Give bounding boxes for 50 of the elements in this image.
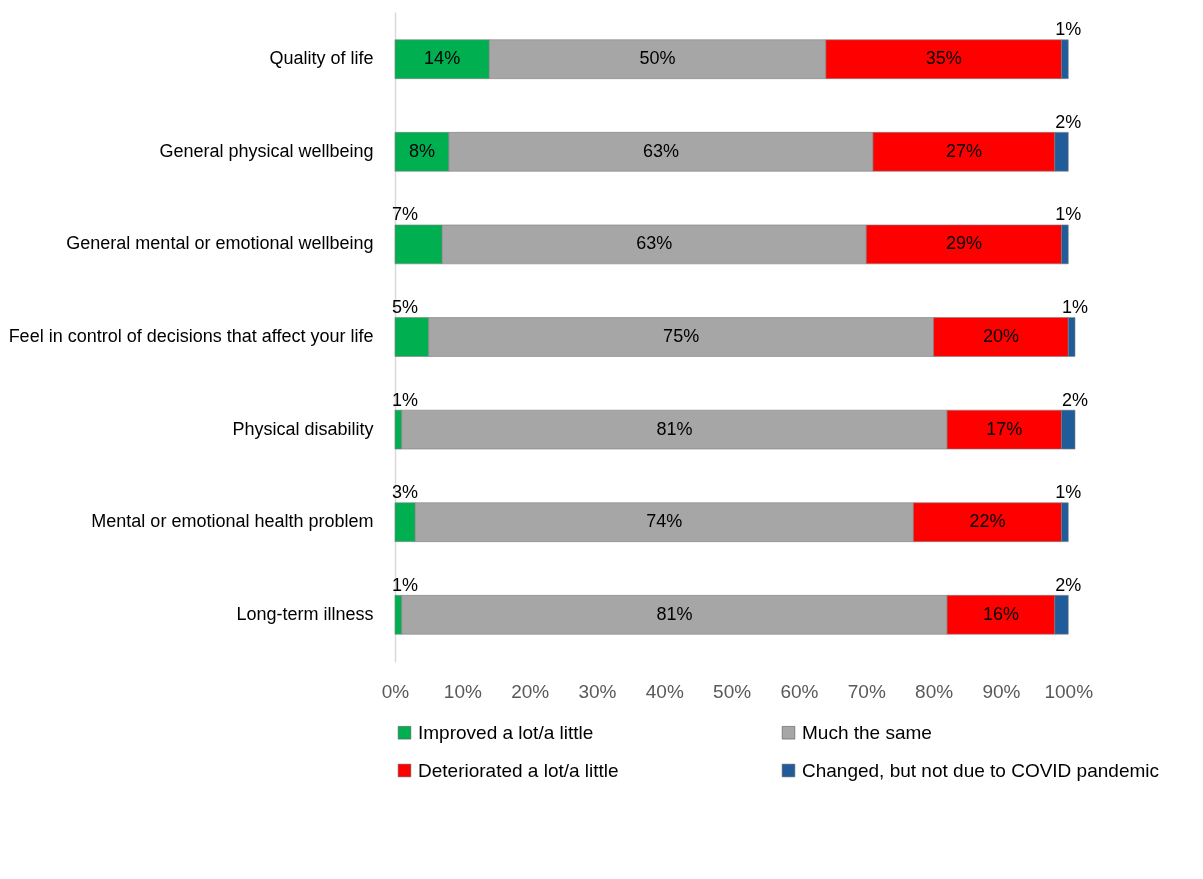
y-tick-label: General physical wellbeing xyxy=(159,140,374,161)
data-label: 5% xyxy=(392,297,419,317)
data-label: 17% xyxy=(986,418,1023,439)
data-label: 7% xyxy=(392,204,419,225)
y-tick-label: Quality of life xyxy=(269,48,374,69)
data-label: 2% xyxy=(1061,389,1089,410)
legend-label: Changed, but not due to COVID pandemic xyxy=(802,759,1160,781)
data-label: 22% xyxy=(969,511,1006,532)
data-label: 1% xyxy=(392,574,419,595)
data-label: 3% xyxy=(392,482,419,503)
data-label: 2% xyxy=(1055,574,1082,595)
data-label: 81% xyxy=(656,418,693,439)
data-label: 35% xyxy=(925,48,962,69)
data-label: 1% xyxy=(1055,19,1082,40)
data-label: 81% xyxy=(656,603,693,624)
data-label: 1% xyxy=(1061,297,1089,317)
data-label: 74% xyxy=(646,511,683,532)
y-tick-label: General mental or emotional wellbeing xyxy=(66,233,374,254)
legend-label: Much the same xyxy=(802,721,932,743)
data-label: 63% xyxy=(642,140,679,161)
y-tick-label: Mental or emotional health problem xyxy=(91,511,374,532)
data-label: 1% xyxy=(392,389,419,410)
data-label: 20% xyxy=(982,326,1019,346)
legend-label: Deteriorated a lot/a little xyxy=(418,759,619,781)
x-tick-label: 0% xyxy=(381,680,410,702)
y-tick-label: Feel in control of decisions that affect your life xyxy=(8,326,374,346)
x-tick-label: 70% xyxy=(847,680,886,702)
y-tick-label: Physical disability xyxy=(232,418,374,439)
y-tick-label: Long-term illness xyxy=(236,603,374,624)
data-label: 27% xyxy=(945,140,982,161)
x-tick-label: 80% xyxy=(915,680,954,702)
data-label: 63% xyxy=(636,233,673,254)
data-label: 1% xyxy=(1055,482,1082,503)
x-tick-label: 100% xyxy=(1044,680,1094,702)
data-label: 2% xyxy=(1055,111,1082,132)
x-tick-label: 90% xyxy=(982,680,1021,702)
data-label: 50% xyxy=(639,48,676,69)
data-label: 75% xyxy=(663,326,700,346)
x-tick-label: 50% xyxy=(713,680,752,702)
data-label: 14% xyxy=(424,48,461,69)
x-tick-label: 20% xyxy=(511,680,550,702)
data-label: 1% xyxy=(1055,204,1082,225)
data-label: 29% xyxy=(945,233,982,254)
data-label: 8% xyxy=(408,140,435,161)
x-tick-label: 60% xyxy=(780,680,819,702)
x-tick-label: 40% xyxy=(645,680,684,702)
x-tick-label: 30% xyxy=(578,680,617,702)
x-tick-label: 10% xyxy=(443,680,482,702)
legend-label: Improved a lot/a little xyxy=(418,721,594,743)
data-label: 16% xyxy=(982,603,1019,624)
